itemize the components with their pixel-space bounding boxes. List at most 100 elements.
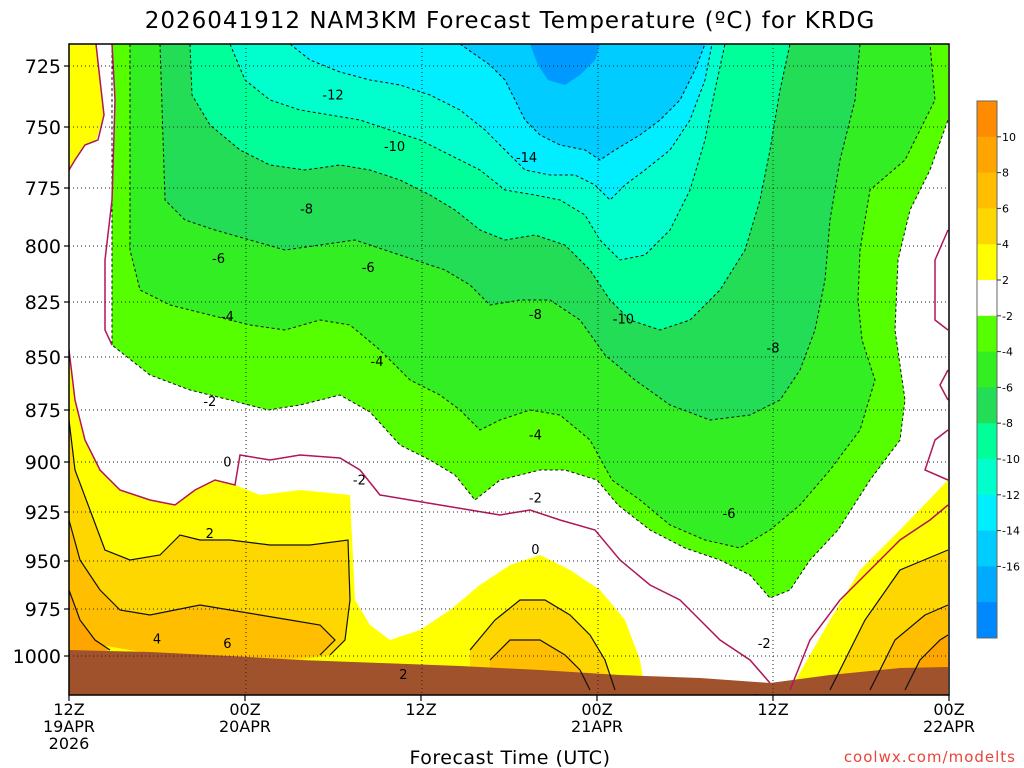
contour-label: 2 [206, 527, 214, 542]
colorbar-swatch [977, 315, 997, 353]
colorbar-label: -8 [1002, 417, 1013, 430]
contour-labels: -12 -10 -14 -8 -6 -6 -4 -8 -10 -8 -4 -2 -4 0 -2 -2 -6 2 0 4… [153, 89, 780, 708]
colorbar-label: -14 [1002, 525, 1020, 538]
contour-label-text: 2 [399, 668, 407, 683]
contour-label-text: -2 [203, 395, 216, 410]
contour-label-text: -6 [212, 252, 225, 267]
contour-label: -6 [212, 252, 225, 267]
colorbar-label: -12 [1002, 489, 1020, 502]
contour-label: -2 [203, 395, 216, 410]
contour-label: -2 [529, 491, 542, 506]
y-tick-label: 775 [25, 178, 61, 200]
region-minus16-core [530, 44, 600, 85]
contour-label: 0 [223, 456, 231, 471]
x-tick-label: 12Z [757, 700, 788, 719]
colorbar-swatch [977, 423, 997, 460]
x-tick-label: 19APR [43, 717, 95, 736]
contour-label: -10 [613, 312, 634, 327]
x-tick-label: 00Z [933, 700, 964, 719]
contour-label: -4 [371, 355, 384, 370]
contour-label: -12 [322, 89, 343, 104]
x-axis-title: Forecast Time (UTC) [410, 747, 611, 768]
y-tick-label: 900 [25, 452, 61, 474]
contour-label-text: -8 [767, 341, 780, 356]
x-tick-label: 20APR [219, 717, 271, 736]
colorbar-swatch [977, 244, 997, 281]
contour-label: -6 [362, 261, 375, 276]
warm-strip-upper-left [69, 44, 104, 170]
colorbar-swatch [977, 208, 997, 245]
contour-label: 0 [531, 543, 539, 558]
region-6-to-8 [69, 520, 335, 660]
plot-frame [68, 43, 950, 696]
colorbar-swatch [977, 351, 997, 388]
contour-label-text: -12 [322, 89, 343, 104]
contour-label: -10 [384, 140, 405, 155]
colorbar-swatch [977, 494, 997, 532]
x-tick-label: 21APR [571, 717, 623, 736]
x-tick-label: 2026 [49, 734, 90, 753]
contour-label-text: -10 [613, 312, 634, 327]
colorbar-label: 4 [1002, 238, 1009, 251]
contour-label: 4 [153, 632, 161, 647]
y-tick-label: 725 [25, 56, 61, 78]
contour-label: -8 [300, 203, 313, 218]
contour-label: 0 [751, 693, 759, 708]
y-tick-label: 750 [25, 117, 61, 139]
contour-label-text: -2 [758, 637, 771, 652]
colorbar-swatch [977, 136, 997, 174]
contour-label: -8 [529, 308, 542, 323]
x-tick-label: 00Z [581, 700, 612, 719]
grid-lines [69, 44, 949, 695]
colorbar-swatch [977, 602, 997, 639]
chart-title: 2026041912 NAM3KM Forecast Temperature (… [145, 8, 876, 34]
colorbar-label: -2 [1002, 310, 1013, 323]
contour-label-text: -6 [723, 507, 736, 522]
contour-label-text: -6 [362, 261, 375, 276]
near-zero-strip-left [80, 44, 355, 470]
colorbar-label: 10 [1002, 131, 1016, 144]
contour-label: 2 [399, 668, 407, 683]
colorbar-swatch [977, 530, 997, 567]
x-tick-label: 12Z [53, 700, 84, 719]
contour-label: -4 [221, 310, 234, 325]
contour-label-text: -4 [529, 429, 542, 444]
contour-label-text: -4 [371, 355, 384, 370]
zero-contours [69, 44, 949, 691]
colorbar-label: 2 [1002, 274, 1009, 287]
contour-label-text: 0 [223, 456, 231, 471]
contour-label-text: -8 [529, 308, 542, 323]
colorbar-swatch [977, 387, 997, 424]
contour-label-text: -2 [529, 491, 542, 506]
y-tick-label: 975 [25, 599, 61, 621]
contour-label-text: 0 [531, 543, 539, 558]
colorbar-swatch [977, 280, 997, 317]
y-axis: 725 750 775 800 825 850 875 900 925 950 975 1000 [13, 56, 69, 668]
contour-label-text: 4 [153, 632, 161, 647]
ground-surface [69, 650, 948, 695]
contour-label: -14 [516, 151, 537, 166]
colorbar-swatch [977, 566, 997, 603]
negative-contours [111, 44, 949, 599]
x-tick-label: 00Z [229, 700, 260, 719]
contour-label-text: 0 [751, 693, 759, 708]
contour-label-text: -10 [384, 140, 405, 155]
colorbar-label: 6 [1002, 202, 1009, 215]
colorbar-label: 8 [1002, 167, 1009, 180]
colorbar-label: -6 [1002, 381, 1013, 394]
positive-contours [69, 419, 949, 691]
y-tick-label: 800 [25, 236, 61, 258]
colorbar-label: -4 [1002, 346, 1013, 359]
contour-label: -4 [529, 429, 542, 444]
y-tick-label: 925 [25, 502, 61, 524]
contour-label-text: 6 [223, 637, 231, 652]
y-tick-label: 825 [25, 292, 61, 314]
contour-label-text: -14 [516, 151, 537, 166]
y-tick-label: 1000 [13, 646, 61, 668]
contour-label: -2 [353, 473, 366, 488]
colorbar-label: -16 [1002, 560, 1020, 573]
temperature-field: -12 -10 -14 -8 -6 -6 -4 -8 -10 -8 -4 -2 -4 0 -2 -2 -6 2 0 4… [69, 44, 949, 708]
contour-label-text: 2 [206, 527, 214, 542]
